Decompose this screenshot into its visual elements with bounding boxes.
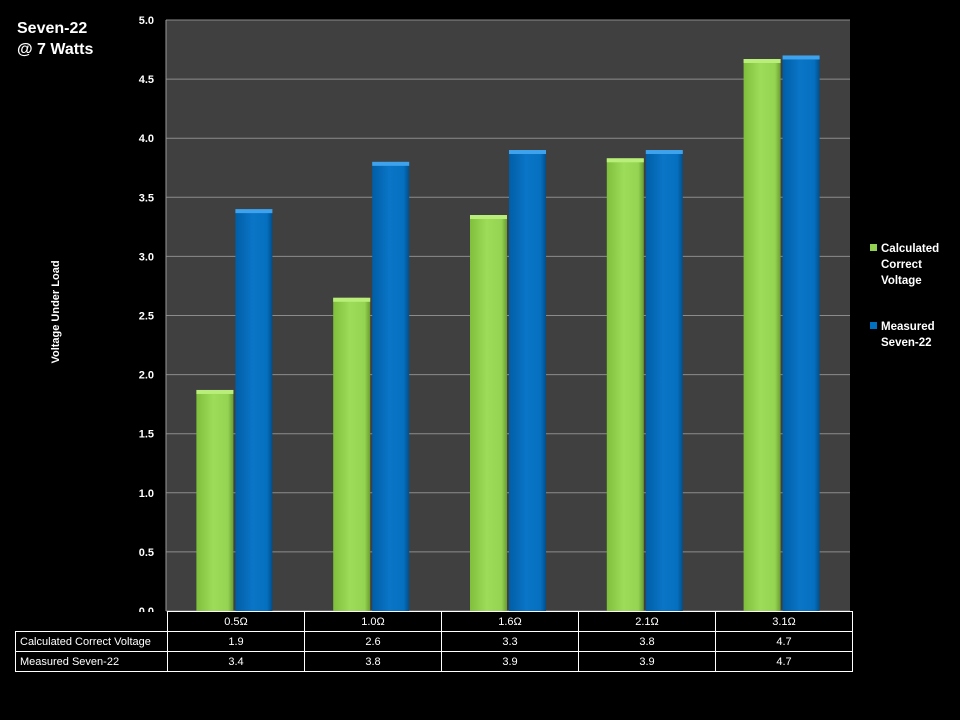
y-tick-label: 1.0 (139, 488, 154, 500)
table-row-label: Calculated Correct Voltage (15, 631, 168, 652)
bar-calculated (606, 158, 644, 611)
bar-calculated-top (196, 389, 234, 394)
legend-label-calculated: Calculated Correct Voltage (881, 243, 940, 287)
table-cell: 3.8 (578, 631, 716, 652)
legend-swatch-calculated (870, 244, 877, 251)
bar-calculated (196, 389, 234, 611)
y-tick-label: 4.5 (139, 74, 154, 86)
table-cell: 4.7 (715, 651, 853, 672)
x-tick-label: 2.1Ω (578, 611, 716, 632)
table-cell: 3.8 (304, 651, 442, 672)
legend-swatch-measured (870, 322, 877, 329)
x-tick-label: 3.1Ω (715, 611, 853, 632)
table-cell: 1.9 (167, 631, 305, 652)
y-tick-label: 1.5 (139, 429, 154, 441)
y-tick-label: 4.0 (139, 133, 154, 145)
table-cell: 3.9 (441, 651, 579, 672)
bar-calculated-top (606, 158, 644, 163)
table-cell: 3.3 (441, 631, 579, 652)
bar-measured-top (782, 55, 820, 60)
y-tick-label: 2.5 (139, 311, 154, 323)
bar-calculated-top (470, 215, 507, 220)
bar-calculated (333, 297, 371, 611)
chart-subtitle: @ 7 Watts (17, 41, 94, 58)
table-cell: 4.7 (715, 631, 853, 652)
x-tick-label: 1.0Ω (304, 611, 442, 632)
chart-title: Seven-22 (17, 20, 88, 37)
bar-measured (509, 150, 546, 611)
y-tick-label: 5.0 (139, 15, 154, 27)
table-row: Calculated Correct Voltage 1.9 2.6 3.3 3… (15, 631, 853, 652)
table-cell: 3.9 (578, 651, 716, 672)
x-tick-label: 1.6Ω (441, 611, 579, 632)
bar-measured-top (235, 209, 273, 214)
bar-calculated-top (743, 59, 781, 64)
bar-measured-top (372, 161, 410, 166)
bar-measured-top (509, 150, 546, 155)
legend-label-measured: Measured Seven-22 (881, 321, 935, 349)
x-tick-label: 0.5Ω (167, 611, 305, 632)
chart-title-block: Seven-22 @ 7 Watts (17, 18, 93, 60)
bar-calculated (470, 215, 507, 611)
data-table: 0.5Ω 1.0Ω 1.6Ω 2.1Ω 3.1Ω Calculated Corr… (15, 611, 853, 672)
table-header-row: 0.5Ω 1.0Ω 1.6Ω 2.1Ω 3.1Ω (15, 611, 853, 632)
table-cell: 3.4 (167, 651, 305, 672)
y-tick-label: 0.5 (139, 547, 154, 559)
table-row-label: Measured Seven-22 (15, 651, 168, 672)
bar-measured (645, 150, 683, 611)
bar-measured (235, 209, 273, 611)
bar-measured (782, 55, 820, 611)
table-corner (15, 611, 168, 632)
bar-calculated (743, 59, 781, 612)
bar-measured-top (645, 150, 683, 155)
bar-measured (372, 161, 410, 611)
bar-calculated-top (333, 297, 371, 302)
table-row: Measured Seven-22 3.4 3.8 3.9 3.9 4.7 (15, 651, 853, 672)
y-tick-label: 3.5 (139, 192, 154, 204)
table-cell: 2.6 (304, 631, 442, 652)
y-tick-label: 2.0 (139, 370, 154, 382)
y-tick-label: 3.0 (139, 251, 154, 263)
